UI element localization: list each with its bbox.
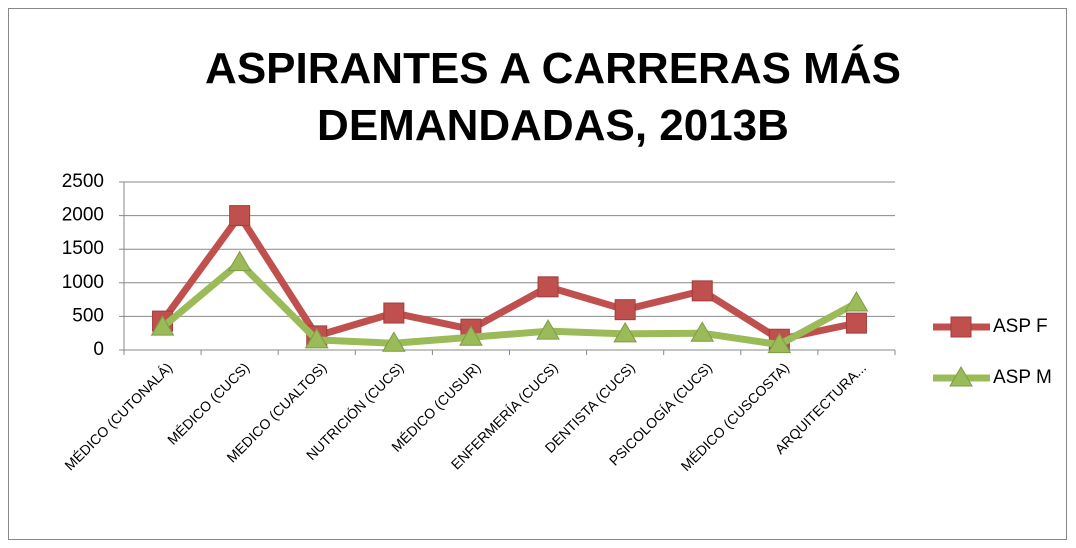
data-point — [304, 327, 329, 349]
data-point — [845, 312, 867, 334]
legend-marker — [949, 366, 973, 387]
data-point — [691, 280, 713, 302]
data-point — [536, 319, 560, 340]
y-tick-label: 500 — [72, 305, 104, 326]
data-point — [844, 290, 869, 312]
y-tick-label: 2500 — [62, 171, 104, 192]
y-tick-label: 1000 — [62, 272, 104, 293]
data-point — [690, 321, 715, 342]
series-line — [159, 212, 858, 343]
legend-label: ASP F — [993, 316, 1048, 337]
data-point — [150, 315, 175, 336]
chart-border — [8, 8, 1067, 540]
data-point — [383, 302, 405, 324]
data-point — [381, 331, 406, 352]
data-point — [227, 250, 252, 272]
data-point — [613, 321, 638, 343]
y-tick-label: 2000 — [62, 205, 104, 226]
data-point — [229, 205, 251, 227]
data-point — [537, 276, 559, 298]
legend-label: ASP M — [993, 367, 1052, 388]
legend-marker — [950, 316, 972, 338]
data-point — [767, 332, 792, 354]
data-point — [614, 299, 636, 321]
chart-title: ASPIRANTES A CARRERAS MÁS DEMANDADAS, 20… — [205, 44, 901, 150]
data-point — [459, 325, 483, 346]
series-line — [160, 259, 859, 349]
y-tick-label: 0 — [93, 339, 104, 360]
y-tick-label: 1500 — [62, 238, 104, 259]
